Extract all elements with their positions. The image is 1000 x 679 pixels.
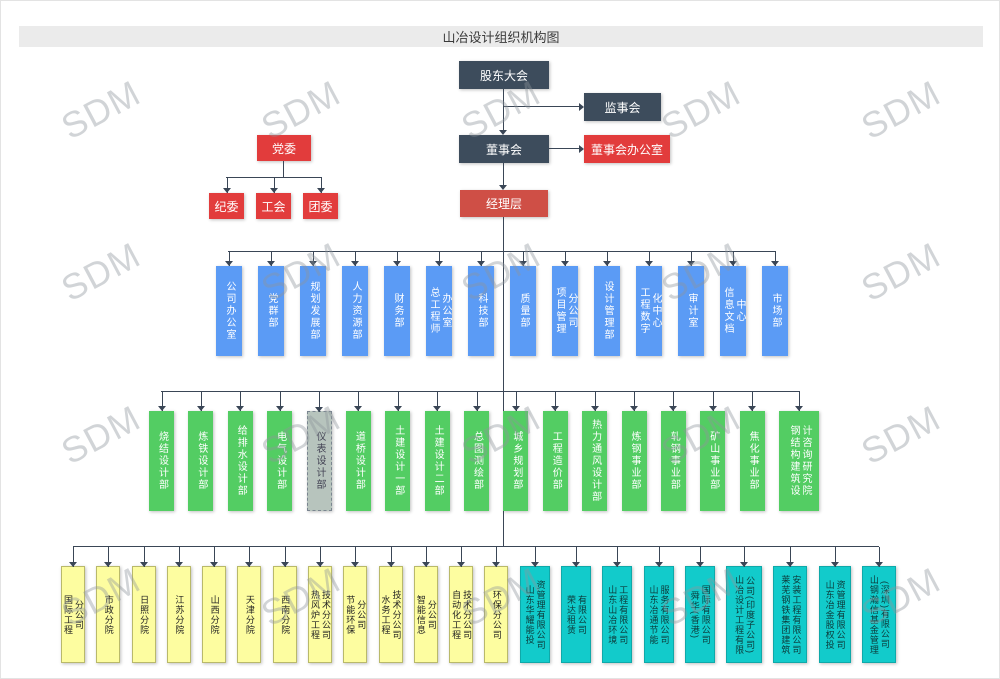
connector-line <box>283 161 284 177</box>
design-department-node[interactable]: 炼铁设计部 <box>188 391 214 511</box>
departments-row: 公司办公室 党群部 规划发展部 人力资源部 财务部 总工程师 办公室 科技部 质… <box>216 251 788 356</box>
department-node[interactable]: 设计管理部 <box>594 251 620 356</box>
department-node[interactable]: 人力资源部 <box>342 251 368 356</box>
connector-bus-line <box>73 546 879 547</box>
node-party-committee[interactable]: 党委 <box>257 135 311 161</box>
branch-node[interactable]: 节能环保 分公司 <box>343 547 368 663</box>
party-sub-row: 纪委 工会 团委 <box>209 177 338 219</box>
branch-node[interactable]: 山东山冶环境 工程有限公司 <box>602 547 633 663</box>
branch-node[interactable]: 山东冶金股权投 资管理有限公司 <box>818 547 851 663</box>
connector-line <box>549 148 579 149</box>
connector-line <box>503 89 504 130</box>
design-department-node[interactable]: 仪表设计部 <box>306 392 332 511</box>
design-departments-row: 烧结设计部 炼铁设计部 给排水设计部 电气设计部 仪表设计部 道桥设计部 土建设… <box>149 391 819 511</box>
design-department-node[interactable]: 热力通风设计部 <box>582 391 608 511</box>
design-department-node[interactable]: 轧钢事业部 <box>660 391 686 511</box>
branch-node[interactable]: 智能信息 分公司 <box>413 547 438 663</box>
branch-node[interactable]: 山东冶通节能 服务有限公司 <box>643 547 674 663</box>
design-department-node[interactable]: 总图测绘部 <box>464 391 489 511</box>
party-sub-node[interactable]: 工会 <box>256 177 291 219</box>
design-department-node[interactable]: 道桥设计部 <box>345 391 371 511</box>
branch-node[interactable]: 荣达租赁 有限公司 <box>560 547 591 663</box>
connector-arrow <box>499 130 507 135</box>
branches-row: 国际工程 分公司 市政分院 日照分院 江苏分院 山西分院 天津分院 西南分院 热… <box>61 547 896 663</box>
connector-line <box>226 177 321 178</box>
connector-bus-line <box>228 251 776 252</box>
department-node[interactable]: 财务部 <box>384 251 410 356</box>
node-board-office[interactable]: 董事会办公室 <box>584 135 670 163</box>
node-board-of-directors[interactable]: 董事会 <box>459 135 549 163</box>
branch-node[interactable]: 山东华耀能投 资管理有限公司 <box>519 547 550 663</box>
node-management-layer[interactable]: 经理层 <box>460 190 548 217</box>
node-shareholders-meeting[interactable]: 股东大会 <box>459 61 549 89</box>
department-node[interactable]: 科技部 <box>468 251 494 356</box>
branch-node[interactable]: 日照分院 <box>131 547 156 663</box>
branch-node[interactable]: 西南分院 <box>272 547 297 663</box>
branch-node[interactable]: 山冶设计工程有限 公司(印度子公司) <box>726 547 763 663</box>
department-node[interactable]: 工程数字 化中心 <box>636 251 662 356</box>
design-department-node[interactable]: 矿山事业部 <box>700 391 726 511</box>
branch-node[interactable]: 山西分院 <box>202 547 227 663</box>
watermark-text: SDM <box>54 234 148 310</box>
branch-node[interactable]: 环保分公司 <box>484 547 509 663</box>
design-department-node[interactable]: 电气设计部 <box>267 391 293 511</box>
branch-node[interactable]: 江苏分院 <box>166 547 191 663</box>
party-sub-node[interactable]: 团委 <box>303 177 338 219</box>
department-node[interactable]: 信息文档 中心 <box>720 251 746 356</box>
department-node[interactable]: 公司办公室 <box>216 251 242 356</box>
design-department-node[interactable]: 土建设计一部 <box>385 391 411 511</box>
connector-arrow <box>579 145 584 153</box>
connector-line <box>504 106 579 107</box>
design-department-node[interactable]: 焦化事业部 <box>739 391 765 511</box>
branch-node[interactable]: 自动化工程 技术分公司 <box>449 547 474 663</box>
branch-node[interactable]: 天津分院 <box>237 547 262 663</box>
connector-arrow <box>579 103 584 111</box>
branch-node[interactable]: 山钢瀚信基金管理 (深圳)有限公司 <box>861 547 896 663</box>
design-department-node[interactable]: 钢结构建筑设 计咨询研究院 <box>779 391 819 511</box>
node-supervisory-board[interactable]: 监事会 <box>584 93 661 121</box>
connector-line <box>503 163 504 185</box>
design-department-node[interactable]: 烧结设计部 <box>149 391 174 511</box>
connector-arrow <box>499 185 507 190</box>
design-department-node[interactable]: 给排水设计部 <box>227 391 253 511</box>
branch-node[interactable]: 国际工程 分公司 <box>61 547 85 663</box>
watermark-text: SDM <box>854 234 948 310</box>
department-node[interactable]: 项目管理 分公司 <box>552 251 578 356</box>
page-title: 山冶设计组织机构图 <box>19 26 983 47</box>
design-department-node[interactable]: 土建设计二部 <box>424 391 450 511</box>
branch-node[interactable]: 舜华(香港) 国际有限公司 <box>684 547 715 663</box>
department-node[interactable]: 规划发展部 <box>300 251 326 356</box>
branch-node[interactable]: 热风炉工程 技术分公司 <box>307 547 332 663</box>
branch-node[interactable]: 莱芜钢铁集团建筑 安装工程有限公司 <box>773 547 808 663</box>
department-node[interactable]: 总工程师 办公室 <box>426 251 452 356</box>
design-department-node[interactable]: 工程造价部 <box>542 391 568 511</box>
branch-node[interactable]: 水务工程 技术分公司 <box>378 547 403 663</box>
department-node[interactable]: 党群部 <box>258 251 284 356</box>
party-sub-node[interactable]: 纪委 <box>209 177 244 219</box>
design-department-node[interactable]: 城乡规划部 <box>503 391 529 511</box>
design-department-node[interactable]: 炼钢事业部 <box>621 391 647 511</box>
department-node[interactable]: 质量部 <box>510 251 536 356</box>
connector-bus-line <box>161 391 799 392</box>
connector-line <box>503 217 504 546</box>
department-node[interactable]: 审计室 <box>678 251 704 356</box>
department-node[interactable]: 市场部 <box>762 251 788 356</box>
branch-node[interactable]: 市政分院 <box>96 547 121 663</box>
